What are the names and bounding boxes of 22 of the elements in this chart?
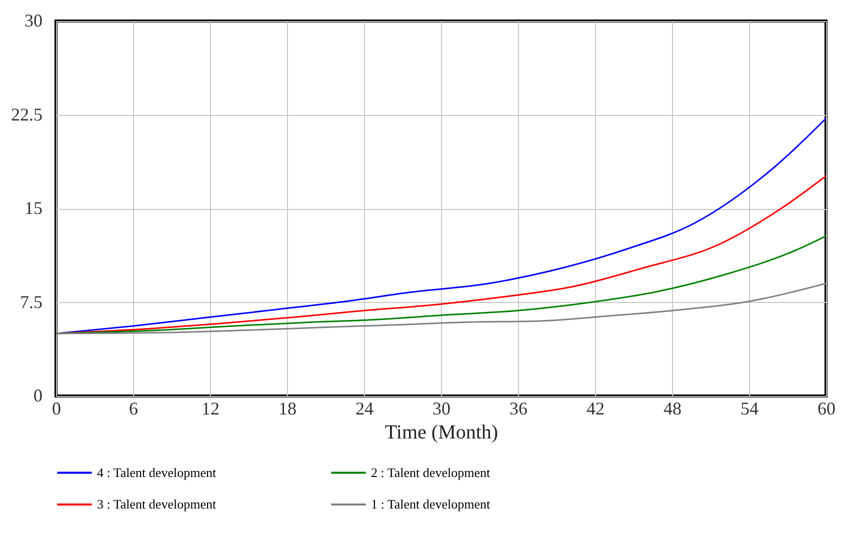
x-axis-title: Time (Month)	[384, 422, 498, 444]
x-tick-label: 30	[432, 398, 450, 418]
line-series	[56, 282, 826, 334]
y-tick-label: 15	[24, 198, 42, 218]
y-tick-label: 7.5	[20, 292, 42, 312]
legend-label: 4 : Talent development	[97, 464, 216, 480]
legend-label: 1 : Talent development	[371, 496, 490, 512]
x-tick-label: 0	[52, 398, 61, 418]
y-tick-label: 22.5	[11, 104, 42, 124]
legend-label: 3 : Talent development	[97, 496, 216, 512]
x-tick-label: 18	[278, 398, 296, 418]
x-tick-label: 54	[740, 398, 758, 418]
x-tick-label: 12	[202, 398, 220, 418]
y-tick-label: 0	[34, 386, 42, 406]
x-tick-label: 24	[356, 398, 374, 418]
x-tick-label: 60	[818, 398, 836, 418]
x-tick-label: 36	[510, 398, 528, 418]
x-tick-label: 6	[129, 398, 138, 418]
y-tick-label: 30	[24, 10, 42, 30]
x-tick-label: 42	[586, 398, 604, 418]
legend-label: 2 : Talent development	[371, 464, 490, 480]
x-tick-label: 48	[664, 398, 682, 418]
